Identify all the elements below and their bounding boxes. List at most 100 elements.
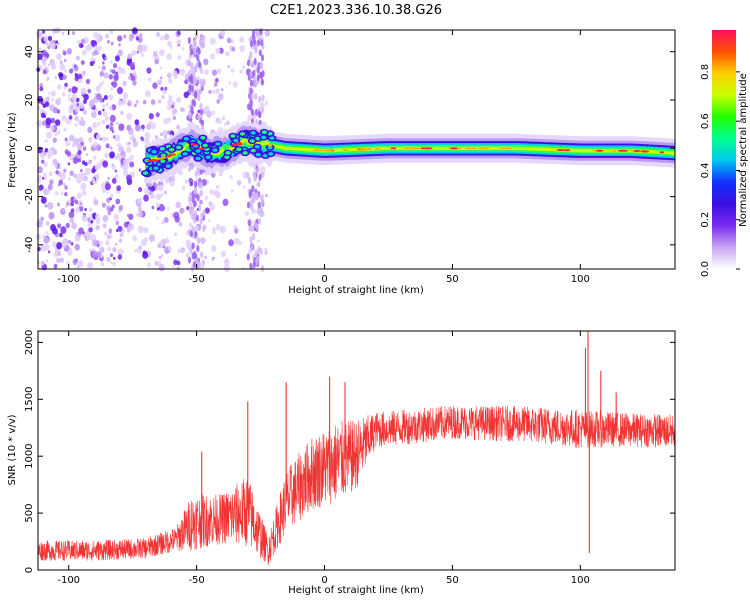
noise-blob [60, 191, 64, 196]
noise-blob [171, 104, 175, 109]
noise-blob [46, 232, 49, 236]
noise-blob [71, 142, 77, 148]
noise-blob [117, 248, 124, 256]
noise-streak [253, 57, 257, 65]
noise-blob [144, 132, 151, 139]
noise-blob [111, 80, 118, 88]
noise-blob [158, 79, 161, 83]
spectrogram-y-tick-label: -40 [24, 237, 35, 253]
noise-blob [105, 240, 110, 246]
noise-blob [228, 239, 234, 247]
noise-blob [56, 202, 60, 207]
signal-blob-core [249, 139, 255, 143]
noise-blob [77, 265, 80, 269]
noise-blob [167, 206, 170, 211]
noise-blob [118, 43, 121, 47]
noise-blob [119, 232, 124, 238]
noise-blob [37, 166, 43, 174]
noise-blob [47, 149, 54, 157]
noise-blob [71, 31, 76, 35]
noise-blob [234, 228, 239, 234]
noise-blob [104, 152, 109, 159]
noise-blob [160, 76, 163, 80]
noise-blob [54, 132, 58, 137]
noise-blob [118, 123, 125, 131]
noise-blob [68, 115, 73, 120]
noise-blob [82, 145, 86, 149]
noise-blob [56, 109, 61, 114]
noise-blob [136, 50, 140, 54]
noise-blob [110, 41, 114, 46]
noise-blob [89, 248, 93, 253]
signal-hotspot [190, 143, 198, 146]
noise-streak [191, 252, 195, 260]
spectrogram-y-tick-label: -20 [24, 188, 35, 204]
noise-blob [159, 132, 163, 137]
noise-blob [49, 58, 55, 66]
noise-blob [265, 193, 268, 198]
signal-blob-core [269, 136, 275, 140]
noise-streak [260, 106, 265, 114]
noise-blob [226, 120, 230, 126]
noise-blob [68, 68, 74, 74]
noise-blob [111, 129, 115, 134]
noise-blob [53, 263, 58, 269]
noise-blob [186, 206, 190, 211]
signal-hotspot [408, 147, 421, 150]
noise-blob [62, 74, 67, 80]
noise-streak [188, 112, 192, 120]
noise-streak [246, 59, 251, 67]
noise-blob [122, 92, 129, 100]
signal-hotspot [366, 147, 373, 151]
noise-blob [67, 251, 72, 257]
noise-blob [70, 201, 74, 207]
noise-blob [41, 120, 46, 126]
noise-blob [115, 220, 120, 226]
noise-blob [88, 136, 93, 143]
noise-blob [48, 211, 55, 220]
noise-streak [189, 247, 193, 255]
noise-blob [94, 164, 100, 171]
noise-streak [246, 253, 250, 261]
noise-blob [76, 39, 81, 45]
noise-blob [97, 110, 102, 116]
noise-blob [141, 44, 148, 52]
noise-blob [80, 182, 87, 191]
noise-blob [38, 188, 42, 192]
noise-blob [209, 188, 214, 195]
noise-streak [249, 236, 253, 244]
noise-blob [143, 227, 149, 234]
noise-blob [122, 152, 127, 158]
noise-blob [76, 143, 83, 150]
noise-blob [97, 121, 101, 126]
noise-streak [257, 217, 262, 225]
noise-blob [83, 93, 89, 101]
noise-streak [259, 28, 263, 36]
noise-streak [193, 48, 198, 56]
noise-streak [194, 65, 198, 73]
noise-blob [72, 100, 78, 108]
noise-streak [257, 246, 261, 254]
signal-blob-core [261, 130, 268, 135]
noise-blob [96, 144, 102, 152]
noise-blob [52, 241, 57, 248]
noise-streak [191, 225, 196, 233]
noise-blob [54, 119, 61, 126]
noise-blob [155, 31, 161, 38]
noise-blob [169, 175, 176, 182]
noise-blob [74, 123, 78, 127]
signal-blob-core [160, 153, 167, 158]
noise-blob [104, 231, 108, 236]
noise-streak [202, 225, 206, 233]
noise-streak [250, 244, 254, 252]
noise-blob [95, 37, 101, 44]
noise-blob [102, 223, 107, 229]
noise-blob [72, 258, 78, 266]
noise-blob [163, 217, 169, 224]
noise-blob [126, 112, 133, 120]
noise-blob [90, 220, 94, 224]
signal-hotspot [157, 157, 163, 160]
noise-blob [64, 185, 68, 190]
spectrogram-x-tick-label: -100 [57, 274, 80, 285]
spectrogram-x-tick-label: 100 [571, 274, 590, 285]
